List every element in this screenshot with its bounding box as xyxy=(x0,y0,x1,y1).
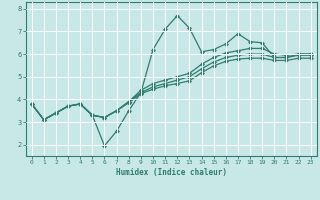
X-axis label: Humidex (Indice chaleur): Humidex (Indice chaleur) xyxy=(116,168,227,177)
